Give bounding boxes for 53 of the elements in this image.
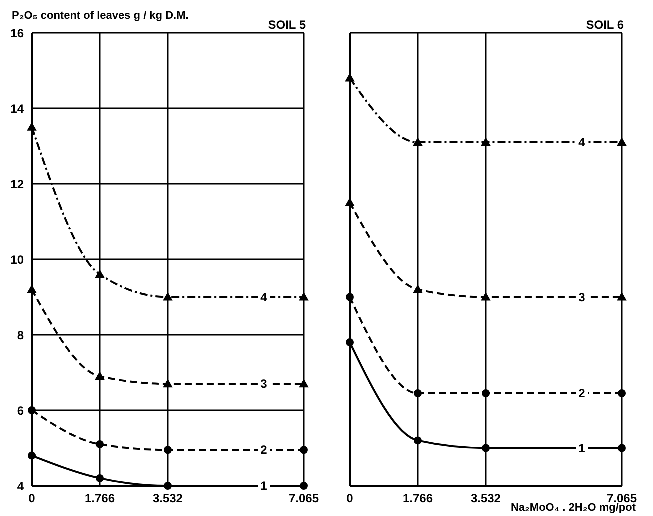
point xyxy=(163,380,172,388)
point xyxy=(164,446,172,454)
x-tick-label: 7.065 xyxy=(288,492,320,506)
y-tick-label: 14 xyxy=(10,102,24,116)
point xyxy=(414,436,422,445)
y-tick-label: 16 xyxy=(10,26,24,40)
chart-title: SOIL 5 xyxy=(268,18,306,32)
x-tick-label: 1.766 xyxy=(402,492,434,506)
point xyxy=(95,270,104,278)
y-axis-title: P₂O₅ content of leaves g / kg D.M. xyxy=(12,10,189,22)
y-tick-label: 6 xyxy=(17,404,24,418)
series-label: 3 xyxy=(578,290,586,304)
chart-title: SOIL 6 xyxy=(586,18,624,32)
point xyxy=(481,138,490,146)
point xyxy=(482,444,490,452)
x-tick-label: 3.532 xyxy=(470,492,502,506)
point xyxy=(300,380,308,388)
point xyxy=(618,138,626,146)
point xyxy=(481,292,490,301)
series-label: 2 xyxy=(578,386,586,401)
y-tick-label: 8 xyxy=(17,328,24,342)
y-tick-label: 10 xyxy=(10,252,24,267)
point xyxy=(414,390,422,398)
point xyxy=(96,474,104,482)
x-tick-label: 0 xyxy=(28,492,36,506)
point xyxy=(618,444,626,452)
point xyxy=(300,446,308,454)
point xyxy=(164,482,172,490)
x-tick-label: 0 xyxy=(346,492,354,506)
point xyxy=(163,292,172,301)
x-tick-label: 1.766 xyxy=(84,492,116,506)
point xyxy=(482,390,490,398)
series-label: 3 xyxy=(260,377,268,392)
point xyxy=(346,293,354,302)
point xyxy=(300,482,308,490)
point xyxy=(618,292,626,301)
series-label: 2 xyxy=(260,443,268,458)
point xyxy=(413,138,422,146)
point xyxy=(28,406,36,414)
series-label: 1 xyxy=(260,479,268,493)
series-label: 4 xyxy=(578,135,586,150)
y-tick-label: 4 xyxy=(17,479,24,494)
point xyxy=(28,452,36,460)
point xyxy=(300,292,308,301)
point xyxy=(96,440,104,448)
point xyxy=(413,285,422,294)
series-label: 1 xyxy=(578,441,586,456)
point xyxy=(95,372,104,380)
point xyxy=(346,338,354,347)
series-label: 4 xyxy=(260,290,268,304)
point xyxy=(618,390,626,398)
y-tick-label: 12 xyxy=(10,177,24,192)
x-tick-label: 3.532 xyxy=(152,492,184,506)
